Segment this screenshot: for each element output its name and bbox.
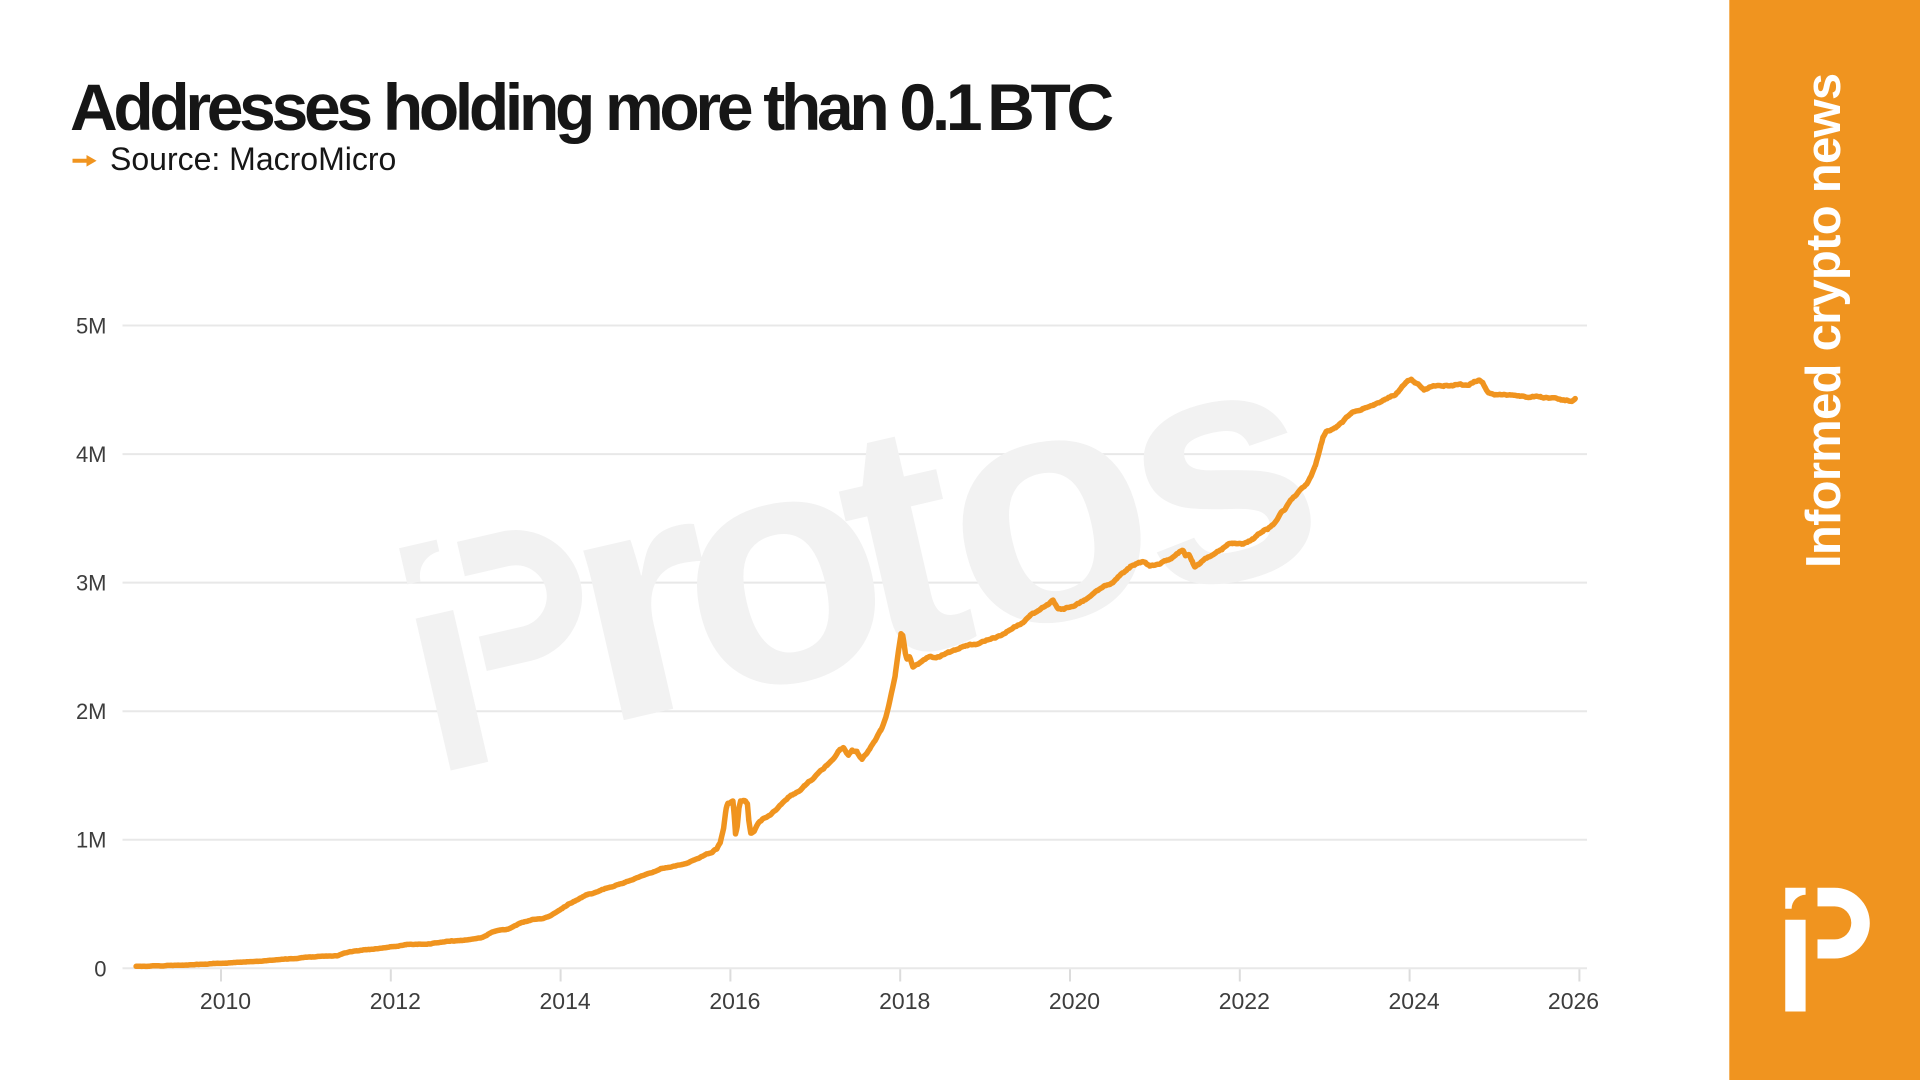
svg-text:Informed crypto news: Informed crypto news xyxy=(1797,74,1851,568)
svg-text:5M: 5M xyxy=(76,314,107,339)
svg-text:2020: 2020 xyxy=(1049,988,1100,1014)
svg-text:1M: 1M xyxy=(76,828,107,853)
svg-text:0: 0 xyxy=(94,956,106,981)
svg-text:2010: 2010 xyxy=(200,988,251,1014)
svg-text:2022: 2022 xyxy=(1219,988,1270,1014)
svg-text:2026: 2026 xyxy=(1548,988,1599,1014)
svg-text:2024: 2024 xyxy=(1389,988,1440,1014)
svg-text:2M: 2M xyxy=(76,699,107,724)
svg-text:2018: 2018 xyxy=(879,988,930,1014)
svg-text:2012: 2012 xyxy=(370,988,421,1014)
svg-text:3M: 3M xyxy=(76,571,107,596)
svg-text:2014: 2014 xyxy=(540,988,591,1014)
svg-text:4M: 4M xyxy=(76,442,107,467)
svg-text:2016: 2016 xyxy=(709,988,760,1014)
